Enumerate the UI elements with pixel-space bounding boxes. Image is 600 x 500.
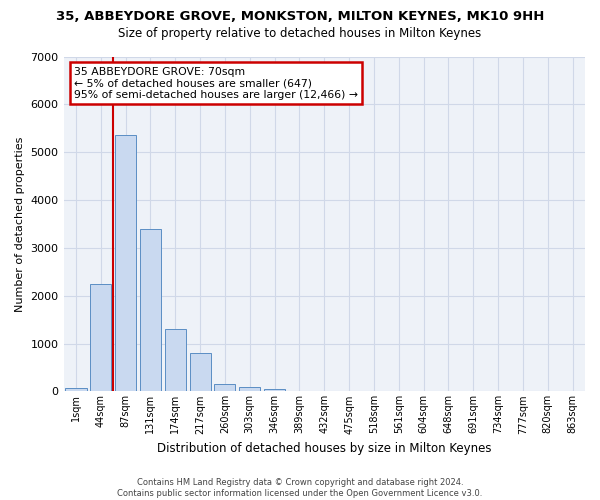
- Bar: [65, 388, 86, 392]
- Bar: [264, 390, 285, 392]
- Bar: [214, 384, 235, 392]
- Bar: [90, 284, 112, 392]
- Bar: [239, 386, 260, 392]
- X-axis label: Distribution of detached houses by size in Milton Keynes: Distribution of detached houses by size …: [157, 442, 491, 455]
- Text: Size of property relative to detached houses in Milton Keynes: Size of property relative to detached ho…: [118, 28, 482, 40]
- Bar: [115, 136, 136, 392]
- Bar: [165, 329, 186, 392]
- Text: 35 ABBEYDORE GROVE: 70sqm
← 5% of detached houses are smaller (647)
95% of semi-: 35 ABBEYDORE GROVE: 70sqm ← 5% of detach…: [74, 66, 358, 100]
- Y-axis label: Number of detached properties: Number of detached properties: [15, 136, 25, 312]
- Text: 35, ABBEYDORE GROVE, MONKSTON, MILTON KEYNES, MK10 9HH: 35, ABBEYDORE GROVE, MONKSTON, MILTON KE…: [56, 10, 544, 23]
- Bar: [190, 353, 211, 392]
- Text: Contains HM Land Registry data © Crown copyright and database right 2024.
Contai: Contains HM Land Registry data © Crown c…: [118, 478, 482, 498]
- Bar: [140, 228, 161, 392]
